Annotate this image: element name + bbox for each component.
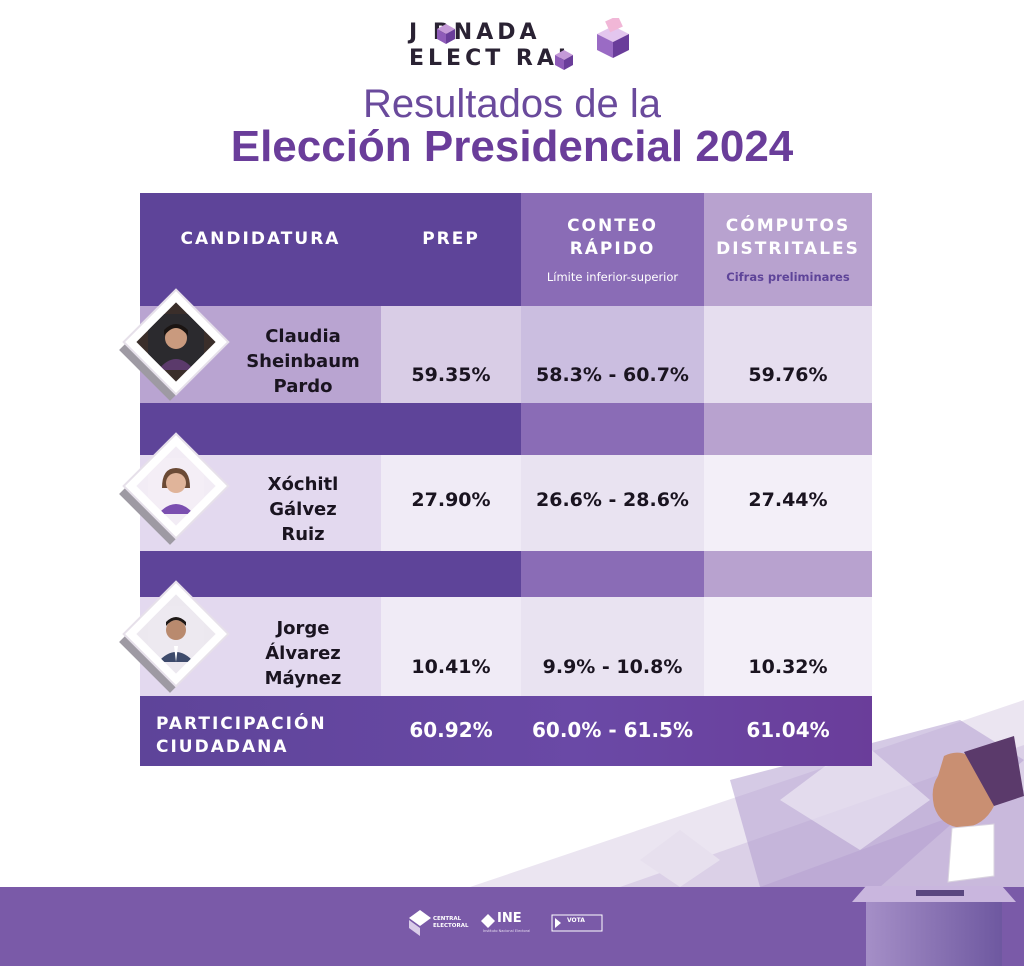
candidate-2-name-line2: Gálvez: [269, 499, 337, 520]
row2-computos-cell: [704, 455, 872, 551]
spacer-row-1b: [521, 403, 704, 455]
row2-prep-cell: [381, 455, 521, 551]
participacion-row: [140, 696, 872, 766]
candidate-3-name-line1: Jorge: [276, 618, 330, 639]
header-prep: PREP: [422, 229, 480, 249]
row3-prep-cell: [381, 597, 521, 696]
candidate-3-prep: 10.41%: [411, 656, 491, 678]
candidate-2-name-line1: Xóchitl: [267, 474, 339, 495]
row3-conteo-cell: [521, 597, 704, 696]
footer-band: [0, 887, 1024, 966]
participacion-label: PARTICIPACIÓN CIUDADANA: [156, 713, 376, 759]
candidate-3-name: Jorge Álvarez Máynez: [238, 616, 368, 691]
candidate-1-prep: 59.35%: [411, 364, 491, 386]
central-electoral-text: CENTRAL ELECTORAL: [433, 916, 469, 929]
candidate-2-name: Xóchitl Gálvez Ruiz: [238, 472, 368, 547]
spacer-row-2b: [521, 551, 704, 597]
participacion-computos: 61.04%: [746, 718, 830, 742]
header-computos-line1: CÓMPUTOS: [725, 216, 851, 236]
ballot-box-icon: [852, 736, 1024, 966]
spacer-row-1: [140, 403, 521, 455]
candidate-1-name-line2: Sheinbaum: [246, 351, 360, 372]
avatar-sheinbaum: [119, 291, 232, 406]
header-conteo-cell: [521, 193, 704, 306]
candidate-2-prep: 27.90%: [411, 489, 491, 511]
header-candidatura-cell: [140, 193, 381, 306]
header-prep-cell: [381, 193, 521, 306]
jornada-electoral-logo: J RNADA ELECT RAL: [405, 18, 635, 78]
vota-text: VOTA: [567, 917, 585, 924]
participacion-label-line1: PARTICIPACIÓN: [156, 714, 327, 734]
participacion-label-line2: CIUDADANA: [156, 737, 289, 757]
central-electoral-icon: [409, 910, 431, 936]
participacion-prep: 60.92%: [409, 718, 493, 742]
candidate-3-name-line3: Máynez: [264, 668, 342, 689]
candidate-1-name: Claudia Sheinbaum Pardo: [238, 324, 368, 399]
header-computos-sub: Cifras preliminares: [726, 270, 850, 284]
vota-icon: [551, 914, 603, 932]
title-line-1: Resultados de la: [363, 82, 661, 126]
candidate-1-name-line1: Claudia: [265, 326, 341, 347]
page-title: Elección Presidencial 2024: [230, 122, 794, 171]
ine-icon: [481, 914, 495, 928]
jornada-logo-icon: [437, 18, 629, 70]
candidate-3-name-line2: Álvarez: [265, 643, 341, 664]
candidate-1-computos: 59.76%: [748, 364, 828, 386]
avatar-alvarez: [119, 583, 232, 698]
row1-computos-cell: [704, 306, 872, 403]
header-candidatura: CANDIDATURA: [180, 229, 341, 249]
header-conteo-sub: Límite inferior-superior: [546, 270, 679, 284]
spacer-row-1c: [704, 403, 872, 455]
spacer-row-2c: [704, 551, 872, 597]
ine-text: INE: [497, 911, 522, 926]
candidate-1-conteo: 58.3% - 60.7%: [536, 364, 689, 386]
row2-conteo-cell: [521, 455, 704, 551]
logo-line-1: J RNADA: [409, 20, 541, 45]
hand-ballot-icon: [932, 736, 1024, 883]
candidate-2-conteo: 26.6% - 28.6%: [536, 489, 689, 511]
header-conteo-line2: RÁPIDO: [569, 239, 656, 259]
candidate-2-computos: 27.44%: [748, 489, 828, 511]
header-computos-line2: DISTRITALES: [716, 239, 860, 259]
candidate-2-name-line3: Ruiz: [281, 524, 325, 545]
row1-conteo-cell: [521, 306, 704, 403]
row3-computos-cell: [704, 597, 872, 696]
header-computos-cell: [704, 193, 872, 306]
avatar-galvez: [119, 435, 232, 550]
header-conteo-line1: CONTEO: [567, 216, 658, 236]
candidate-3-computos: 10.32%: [748, 656, 828, 678]
candidate-3-conteo: 9.9% - 10.8%: [542, 656, 683, 678]
ine-subtext: Instituto Nacional Electoral: [483, 929, 531, 933]
row1-prep-cell: [381, 306, 521, 403]
footer-logos: CENTRAL ELECTORAL INE Instituto Nacional…: [405, 908, 605, 942]
participacion-conteo: 60.0% - 61.5%: [532, 718, 693, 742]
spacer-row-2: [140, 551, 521, 597]
candidate-1-name-line3: Pardo: [273, 376, 333, 397]
logo-line-2: ELECT RAL: [409, 46, 576, 71]
